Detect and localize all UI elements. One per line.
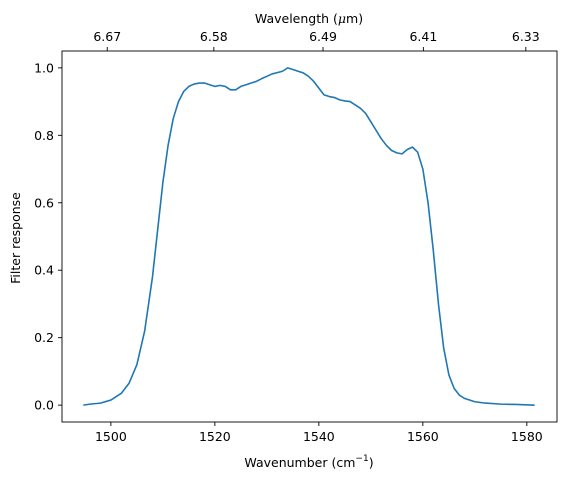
x-tick-label: 1540	[303, 429, 335, 444]
y-tick-label: 0.0	[34, 398, 54, 413]
top-tick-label: 6.58	[200, 29, 228, 44]
plot-frame	[61, 50, 558, 423]
y-tick-label: 1.0	[34, 60, 54, 75]
top-axis-label: Wavelength (μm)	[255, 11, 363, 26]
x-tick-label: 1580	[511, 429, 543, 444]
plot-area: 1500 1520 1540 1560 1580 0.0 0.2 0.4 0.6 0.8 1.0 6.…	[34, 29, 558, 444]
top-tick-label: 6.49	[309, 29, 337, 44]
y-axis-label: Filter response	[8, 192, 23, 284]
x-axis-label: Wavenumber (cm−1)	[244, 454, 373, 470]
y-tick-label: 0.6	[34, 195, 54, 210]
top-tick-label: 6.67	[93, 29, 121, 44]
top-tick-label: 6.41	[409, 29, 437, 44]
series-line-0	[83, 67, 535, 406]
top-tick-label: 6.33	[512, 29, 540, 44]
x-tick-label: 1560	[407, 429, 439, 444]
y-tick-label: 0.4	[34, 263, 54, 278]
y-tick-label: 0.8	[34, 128, 54, 143]
y-tick-label: 0.2	[34, 330, 54, 345]
x-tick-label: 1520	[199, 429, 231, 444]
x-tick-label: 1500	[95, 429, 127, 444]
